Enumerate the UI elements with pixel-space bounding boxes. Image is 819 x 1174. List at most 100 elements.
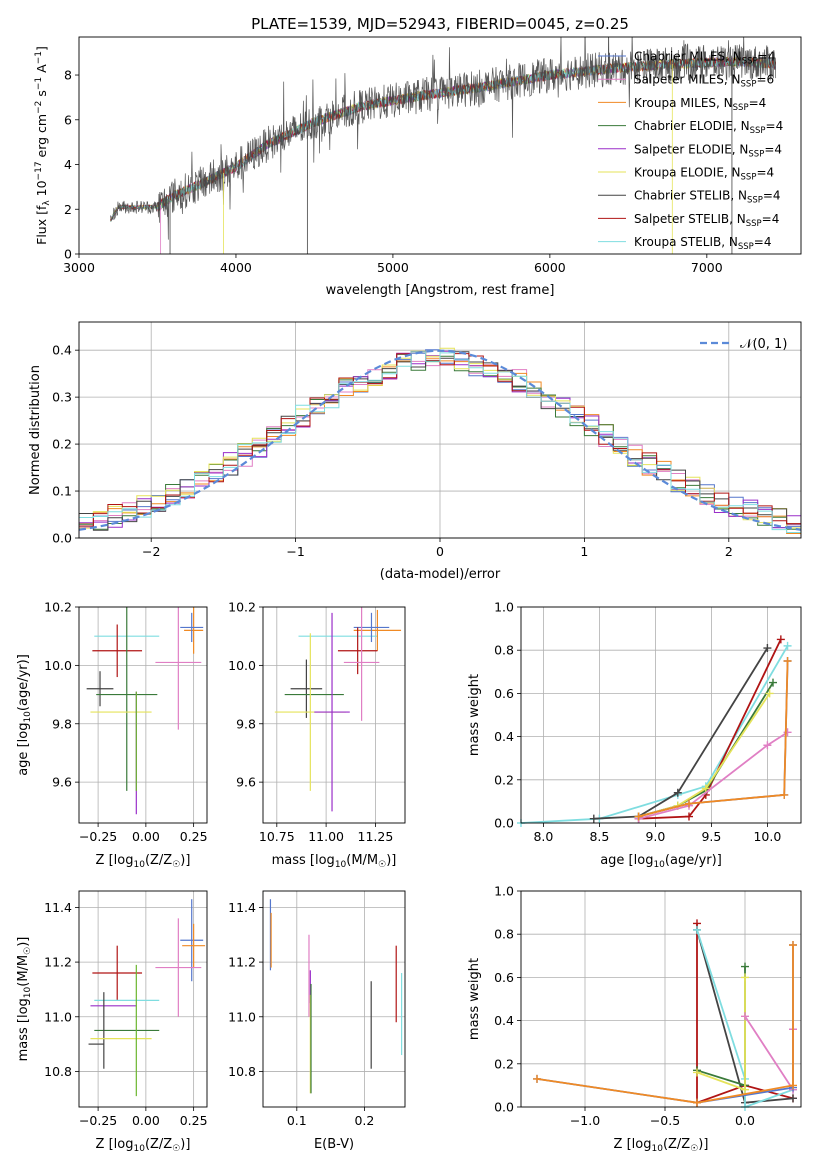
x-tick-label: −0.25 [79, 829, 117, 844]
weight-marker [685, 812, 693, 821]
age_vs_Z-panel: −0.25 0.00 0.25 9.6 9.8 10.0 10.2 Z [log10(Z/Z☉… [16, 600, 208, 871]
spectrum-series-line [110, 37, 777, 240]
x-tick-label: −0.25 [79, 1113, 117, 1128]
weight-marker [673, 788, 682, 797]
spectrum-legend: Chabrier MILES, NSSP=4 Salpeter MILES, NS… [598, 50, 783, 252]
x-tick-label: −1.0 [570, 1113, 600, 1128]
mass_vs_EBV-xlabel: E(B-V) [314, 1137, 354, 1152]
weight-marker [741, 962, 749, 971]
axes-frame [78, 606, 208, 824]
x-tick-label: 0.25 [180, 829, 208, 844]
axes-frame [78, 321, 802, 539]
mass_vs_Z-xlabel: Z [log10(Z/Z☉)] [96, 1137, 191, 1154]
y-tick-label: 11.0 [228, 1009, 256, 1024]
weight-series-line [536, 945, 794, 1104]
weight-marker [783, 641, 792, 650]
weight-marker [789, 1081, 797, 1090]
x-tick-label: 0 [436, 544, 444, 559]
y-tick-label: 9.8 [236, 716, 256, 731]
mass_weight_vs_Z-xlabel: Z [log10(Z/Z☉)] [614, 1137, 709, 1154]
weight-series-line [696, 966, 746, 1087]
mass_vs_EBV-points [269, 899, 403, 1094]
y-tick-label: 0 [64, 247, 72, 262]
age_vs_Z-ylabel: age [log10(age/yr)] [16, 654, 33, 776]
mass_weight_vs_age-lines [517, 635, 792, 827]
x-tick-label: 4000 [220, 260, 252, 275]
y-tick-label: 9.6 [236, 775, 256, 790]
y-tick-label: 10.0 [228, 658, 256, 673]
axes-frame [520, 606, 802, 824]
mass_vs_EBV-panel: 0.1 0.2 10.8 11.0 11.2 11.4 E(B-V) [228, 890, 406, 1152]
legend-entry: Kroupa ELODIE, NSSP=4 [634, 166, 774, 183]
weight-marker [765, 689, 774, 698]
age_vs_mass-points [274, 607, 402, 812]
y-tick-label: 11.4 [44, 900, 72, 915]
spectrum-panel: 3000 4000 5000 6000 7000 0 2 4 6 8 wavelength [Ang… [34, 36, 802, 298]
age_vs_Z-points [86, 607, 204, 815]
y-tick-label: 0.4 [494, 1013, 514, 1028]
weight-series-line [744, 1015, 794, 1093]
weight-series-line [638, 639, 782, 820]
x-tick-label: 0.25 [180, 1113, 208, 1128]
x-tick-label: 0.2 [354, 1113, 374, 1128]
weight-marker [741, 1012, 749, 1021]
axes-frame [78, 36, 802, 255]
y-tick-label: 1.0 [494, 884, 514, 899]
y-tick-label: 11.2 [228, 955, 256, 970]
x-tick-label: 6000 [534, 260, 566, 275]
x-tick-label: 10.0 [753, 829, 781, 844]
x-tick-label: 0.0 [735, 1113, 755, 1128]
legend-entry: Chabrier STELIB, NSSP=4 [634, 189, 781, 206]
y-tick-label: 6 [64, 112, 72, 127]
y-tick-label: 8 [64, 68, 72, 83]
legend-entry: Chabrier MILES, NSSP=4 [634, 50, 775, 67]
y-tick-label: 0.0 [494, 1100, 514, 1115]
x-tick-label: 0.00 [132, 1113, 160, 1128]
weight-marker [685, 799, 693, 808]
x-tick-label: 9.0 [645, 829, 665, 844]
x-tick-label: 10.75 [259, 829, 295, 844]
x-tick-label: −0.5 [650, 1113, 680, 1128]
x-tick-label: 11.00 [308, 829, 344, 844]
y-tick-label: 0.8 [494, 643, 514, 658]
legend-entry: Chabrier ELODIE, NSSP=4 [634, 119, 783, 136]
y-tick-label: 0.6 [494, 970, 514, 985]
age_vs_Z-xlabel: Z [log10(Z/Z☉)] [96, 853, 191, 870]
weight-series-line [638, 731, 789, 820]
y-tick-label: 10.2 [228, 600, 256, 615]
weight-marker [741, 973, 749, 982]
weight-marker [763, 644, 772, 653]
weight-marker [789, 941, 797, 949]
hist-xlabel: (data-model)/error [380, 567, 501, 582]
y-tick-label: 9.6 [52, 775, 72, 790]
legend-entry: Kroupa MILES, NSSP=4 [634, 96, 766, 113]
x-tick-label: 7000 [691, 260, 723, 275]
mass_weight_vs_Z-panel: −1.0 −0.5 0.0 0.0 0.2 0.4 0.6 0.8 1.0 Z [log10(Z/… [467, 884, 802, 1154]
weight-marker [693, 925, 701, 934]
weight-marker [741, 1085, 749, 1094]
x-tick-label: 8.0 [533, 829, 553, 844]
legend-entry: Kroupa STELIB, NSSP=4 [634, 235, 772, 252]
gaussian-curve [79, 349, 801, 531]
y-tick-label: 4 [64, 157, 72, 172]
weight-marker [634, 812, 643, 821]
weight-marker [776, 635, 785, 644]
y-tick-label: 0.3 [52, 390, 72, 405]
axes-frame [262, 890, 406, 1108]
axes-frame [262, 606, 406, 824]
weight-series-line [638, 660, 789, 818]
age_vs_mass-xlabel: mass [log10(M/M☉)] [272, 853, 397, 870]
weight-marker [693, 1068, 701, 1077]
weight-marker [780, 790, 789, 799]
mass_weight_vs_Z-ylabel: mass weight [467, 958, 482, 1040]
mass_vs_Z-ylabel: mass [log10(M/M☉)] [16, 937, 33, 1062]
axes-frame [78, 890, 208, 1108]
weight-marker [763, 741, 772, 750]
y-tick-label: 10.8 [44, 1064, 72, 1079]
y-tick-label: 2 [64, 202, 72, 217]
y-tick-label: 1.0 [494, 600, 514, 615]
weight-marker [783, 657, 792, 665]
weight-marker [533, 1074, 541, 1083]
weight-marker [789, 1094, 797, 1103]
